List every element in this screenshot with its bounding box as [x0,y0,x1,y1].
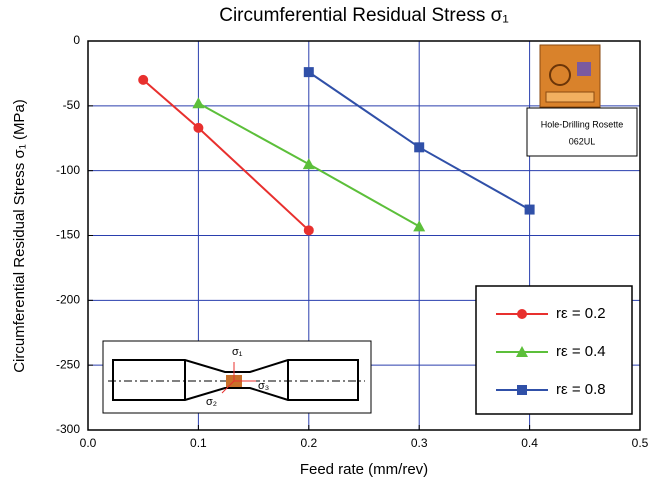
y-tick-label: 0 [73,33,80,47]
y-axis-label: Circumferential Residual Stress σ₁ (MPa) [11,99,28,373]
point [193,122,204,133]
point [303,225,314,236]
x-tick-label: 0.0 [80,436,97,450]
inset-label: σ₂ [206,396,217,408]
specimen-inset: σ₁ σ₂ σ₃ [102,340,372,414]
x-axis-label: Feed rate (mm/rev) [300,461,428,478]
point [192,97,205,109]
y-tick-label: -300 [56,422,80,436]
legend-marker [516,346,528,357]
point [303,67,314,78]
chart-title: Circumferential Residual Stress σ₁ [219,5,509,26]
legend-label: rε = 0.2 [556,305,606,322]
inset-label: σ₃ [258,380,269,392]
legend-marker [517,309,527,319]
x-tick-label: 0.3 [411,436,428,450]
y-tick-label: -250 [56,357,80,371]
legend: rε = 0.2 rε = 0.4 rε = 0.8 [475,285,633,415]
x-tick-label: 0.4 [521,436,538,450]
point [413,220,426,232]
point [414,142,425,153]
point [524,204,535,215]
x-tick-label: 0.2 [300,436,317,450]
y-tick-label: -50 [63,98,81,112]
rosette-image: Hole-Drilling Rosette 062UL [526,44,638,157]
y-tick-label: -200 [56,293,80,307]
series-line [142,79,310,232]
legend-marker [517,385,527,395]
legend-label: rε = 0.4 [556,343,606,360]
rosette-label: 062UL [569,136,596,146]
y-tick-label: -100 [56,163,80,177]
x-tick-label: 0.5 [632,436,649,450]
y-tick-label: -150 [56,228,80,242]
inset-label: σ₁ [232,346,243,358]
plot-frame [87,40,641,431]
legend-label: rε = 0.8 [556,381,606,398]
point [302,158,315,170]
x-tick-label: 0.1 [190,436,207,450]
point [138,74,149,85]
rosette-label: Hole-Drilling Rosette [541,119,624,129]
